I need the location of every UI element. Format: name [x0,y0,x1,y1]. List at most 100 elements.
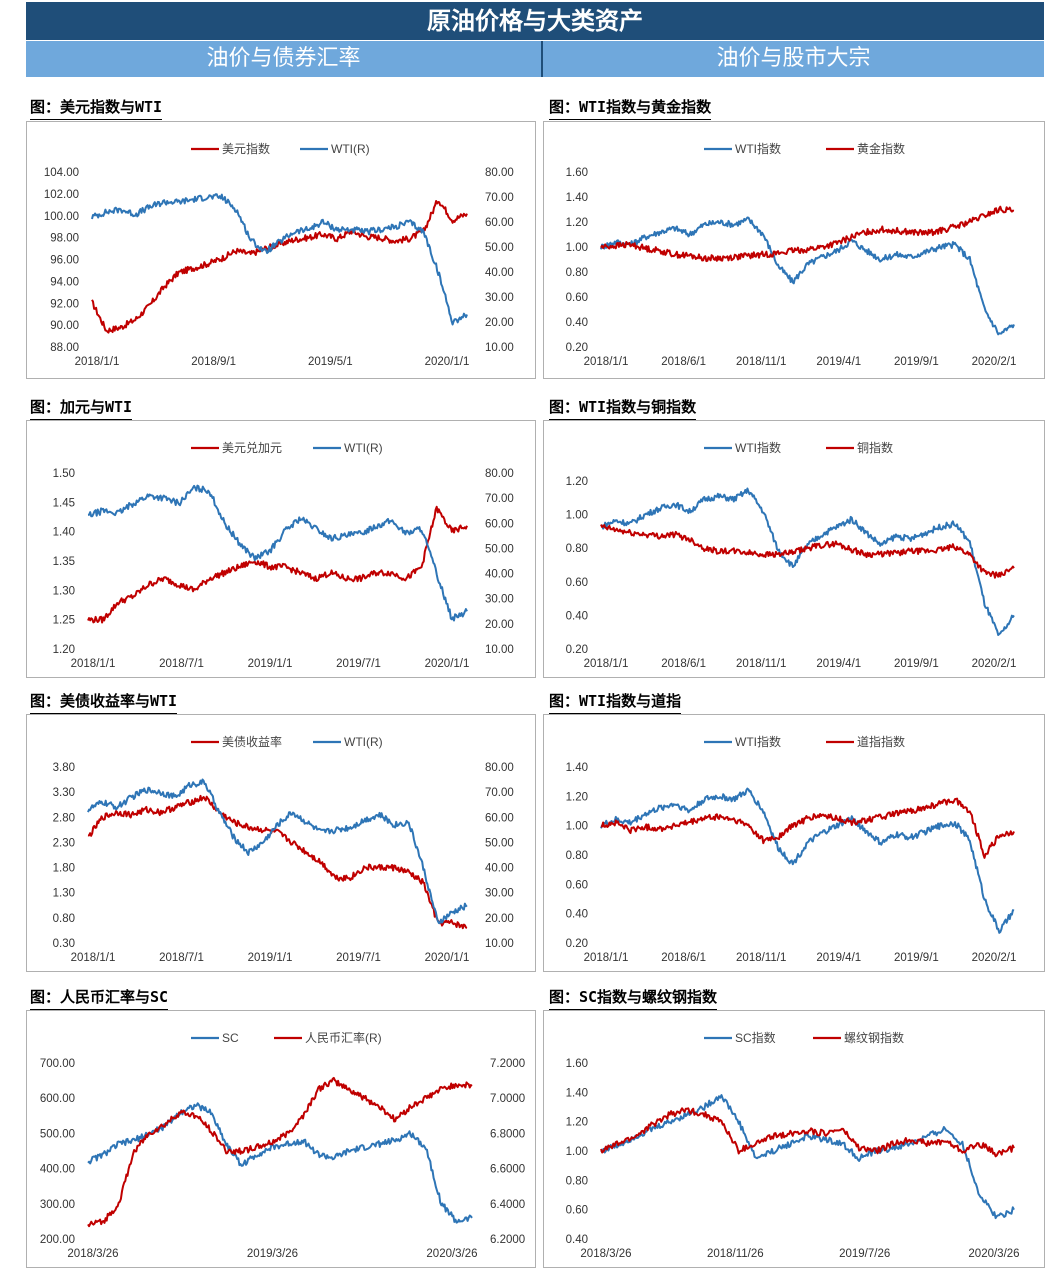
y-tick-left: 94.00 [50,276,79,288]
legend: 美债收益率 WTI(R) [191,734,383,749]
series-line [600,524,1015,579]
y-tick-left: 90.00 [50,320,79,332]
legend: SC 人民币汇率(R) [191,1030,382,1045]
x-tick: 2018/1/1 [71,952,116,964]
legend-label: 螺纹钢指数 [844,1030,904,1045]
panel-title-wti-copper: 图：WTI指数与铜指数 [549,398,697,420]
legend-label: 美债收益率 [222,734,282,749]
legend: 美元指数 WTI(R) [191,141,370,156]
y-tick-left: 1.30 [53,888,75,900]
panel-title-wti-gold: 图：WTI指数与黄金指数 [549,98,712,120]
y-tick-right: 70.00 [485,493,514,505]
x-tick: 2019/4/1 [816,356,861,368]
legend-label: WTI(R) [344,735,383,749]
y-tick-left: 0.40 [566,1234,588,1246]
y-tick-left: 1.80 [53,863,75,875]
y-tick-left: 0.60 [566,577,588,589]
series-line [600,216,1015,336]
y-tick-left: 1.60 [566,1058,588,1070]
y-tick-left: 3.30 [53,787,75,799]
y-tick-right: 70.00 [485,787,514,799]
x-tick: 2019/7/26 [839,1248,890,1260]
y-tick-left: 1.30 [53,585,75,597]
chart-panel-ust-wti: 美债收益率 WTI(R) 3.80 3.30 2.80 2.30 1.80 1.30 0.80 0… [26,714,536,972]
y-tick-left: 102.00 [44,189,79,201]
panel-title-usd-wti: 图：美元指数与WTI [30,98,163,120]
panel-title-sc-rebar: 图：SC指数与螺纹钢指数 [549,988,718,1010]
y-tick-left: 1.00 [566,510,588,522]
chart-cad-wti: 美元兑加元 WTI(R) 1.50 1.45 1.40 1.35 1.30 1.25 1.20 8… [53,441,514,670]
chart-usd-wti: 美元指数 WTI(R) 104.00 102.00 100.00 98.00 96.00 94… [44,141,514,368]
x-tick: 2019/3/26 [247,1248,298,1260]
y-tick-left: 200.00 [40,1234,75,1246]
page-banner: 原油价格与大类资产 [26,2,1044,40]
y-tick-left: 0.60 [566,292,588,304]
x-tick: 2018/1/1 [75,356,120,368]
y-tick-left: 0.80 [566,1175,588,1187]
y-tick-right: 6.6000 [490,1164,525,1176]
y-tick-right: 30.00 [485,594,514,606]
x-tick: 2020/3/26 [968,1248,1019,1260]
y-tick-right: 7.0000 [490,1093,525,1105]
y-tick-left: 1.40 [566,762,588,774]
x-tick: 2018/1/1 [71,658,116,670]
y-tick-right: 40.00 [485,267,514,279]
y-tick-right: 80.00 [485,167,514,179]
series-line [87,778,468,925]
y-tick-left: 0.40 [566,909,588,921]
y-tick-left: 88.00 [50,342,79,354]
x-tick: 2018/3/26 [67,1248,118,1260]
y-tick-left: 1.40 [566,192,588,204]
chart-panel-sc-rebar: SC指数 螺纹钢指数 1.60 1.40 1.20 1.00 0.80 0.60 0.40 201… [543,1010,1045,1268]
x-tick: 2018/6/1 [661,356,706,368]
x-tick: 2018/11/1 [736,658,786,670]
series-line [87,1076,473,1228]
y-tick-left: 0.80 [566,850,588,862]
y-tick-left: 300.00 [40,1199,75,1211]
series-line [600,1094,1015,1220]
y-tick-left: 400.00 [40,1164,75,1176]
x-tick: 2018/7/1 [159,952,204,964]
legend-label: SC指数 [735,1030,776,1045]
series-line [87,484,468,622]
x-tick: 2019/9/1 [894,952,939,964]
series-line [600,487,1015,636]
y-tick-right: 10.00 [485,938,514,950]
x-tick: 2020/1/1 [425,952,470,964]
y-tick-right: 10.00 [485,644,514,656]
y-tick-right: 70.00 [485,192,514,204]
panel-title-cad-wti: 图：加元与WTI [30,398,133,420]
y-tick-right: 80.00 [485,468,514,480]
y-tick-right: 60.00 [485,217,514,229]
legend-label: 道指指数 [857,734,905,749]
y-tick-right: 20.00 [485,913,514,925]
chart-wti-dow: WTI指数 道指指数 1.40 1.20 1.00 0.80 0.60 0.40 0.20 201… [566,734,1017,964]
x-tick: 2019/7/1 [336,658,381,670]
left-section-header: 油价与债券汇率 [26,41,541,77]
chart-ust-wti: 美债收益率 WTI(R) 3.80 3.30 2.80 2.30 1.80 1.30 0.80 0… [53,734,514,964]
y-tick-left: 0.40 [566,317,588,329]
x-tick: 2019/9/1 [894,356,939,368]
x-tick: 2018/7/1 [159,658,204,670]
series-line [87,794,468,930]
x-tick: 2019/1/1 [248,952,293,964]
y-tick-left: 0.30 [53,938,75,950]
x-tick: 2019/1/1 [248,658,293,670]
right-section-header: 油价与股市大宗 [543,41,1044,77]
y-tick-right: 10.00 [485,342,514,354]
legend-label: WTI指数 [735,440,781,455]
x-tick: 2019/4/1 [816,658,861,670]
y-tick-left: 0.20 [566,938,588,950]
y-tick-right: 80.00 [485,762,514,774]
legend: WTI指数 铜指数 [704,440,893,455]
y-tick-left: 0.80 [566,267,588,279]
y-tick-left: 0.40 [566,610,588,622]
y-tick-left: 0.80 [53,913,75,925]
legend-label: WTI(R) [331,142,370,156]
y-tick-left: 1.20 [53,644,75,656]
y-tick-left: 96.00 [50,255,79,267]
y-tick-left: 98.00 [50,233,79,245]
legend-label: WTI(R) [344,441,383,455]
x-tick: 2020/2/1 [972,356,1017,368]
y-tick-right: 30.00 [485,888,514,900]
